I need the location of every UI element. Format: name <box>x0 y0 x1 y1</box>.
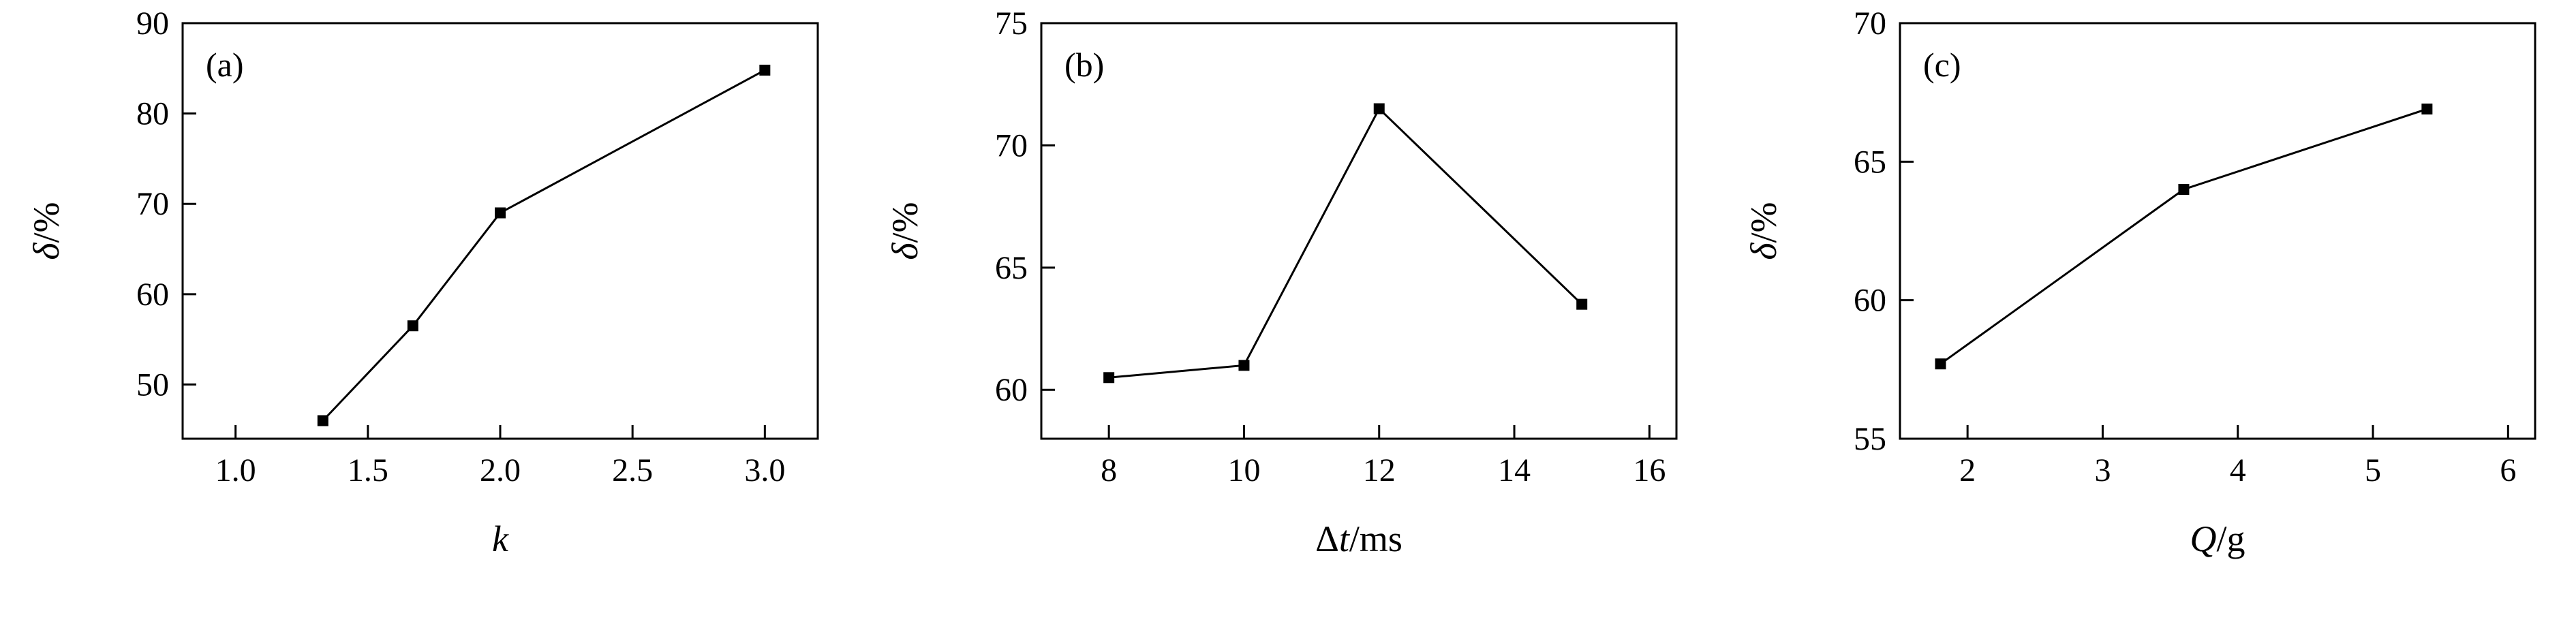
data-point-marker <box>1373 103 1385 114</box>
y-tick-label: 65 <box>995 250 1028 286</box>
x-tick-label: 1.5 <box>348 452 388 488</box>
x-axis-title: Q/g <box>2190 518 2245 559</box>
plot-frame <box>1899 22 2536 440</box>
y-tick-label: 50 <box>136 367 169 403</box>
x-tick-label: 4 <box>2230 452 2246 488</box>
x-tick-label: 8 <box>1101 452 1117 488</box>
x-axis-title: Δt/ms <box>1315 518 1402 559</box>
y-tick-label: 80 <box>136 96 169 132</box>
x-tick-label: 10 <box>1227 452 1260 488</box>
line-chart-b: 8 10 12 14 16 60 65 70 75 (b) Δt/ms δ/% <box>885 5 1678 559</box>
data-point-marker <box>2178 184 2190 195</box>
data-line <box>1109 107 1583 379</box>
x-tick-label: 3.0 <box>744 452 785 488</box>
y-tick-label: 70 <box>995 127 1028 163</box>
data-point-marker <box>495 207 506 219</box>
y-tick-label: 70 <box>1854 5 1886 42</box>
x-tick-label: 6 <box>2500 452 2516 488</box>
data-point-marker <box>1576 298 1588 310</box>
data-line <box>1939 108 2427 365</box>
data-line <box>322 69 766 422</box>
panel-label: (b) <box>1064 46 1104 84</box>
x-tick-label: 16 <box>1633 452 1666 488</box>
x-tick-label: 2 <box>1959 452 1976 488</box>
x-tick-label: 2.5 <box>612 452 653 488</box>
x-tick-label: 12 <box>1363 452 1396 488</box>
line-chart-a: 1.0 1.5 2.0 2.5 3.0 50 60 70 80 90 (a) k δ/% <box>26 5 819 559</box>
y-tick-label: 60 <box>1854 283 1886 319</box>
plot-frame <box>181 22 819 440</box>
data-point-marker <box>1238 360 1250 371</box>
y-axis-title: δ/% <box>885 202 925 260</box>
x-tick-label: 14 <box>1498 452 1531 488</box>
panel-label: (c) <box>1923 46 1961 84</box>
x-tick-label: 3 <box>2094 452 2111 488</box>
chart-panel-b: 8 10 12 14 16 60 65 70 75 (b) Δt/ms δ/% <box>859 0 1717 639</box>
y-tick-label: 60 <box>136 277 169 313</box>
data-point-marker <box>407 320 418 332</box>
y-axis-title: δ/% <box>1743 202 1784 260</box>
y-tick-label: 70 <box>136 186 169 222</box>
chart-panel-c: 2 3 4 5 6 55 60 65 70 (c) Q/g δ/% <box>1717 0 2576 639</box>
y-tick-label: 55 <box>1854 421 1886 457</box>
y-tick-label: 60 <box>995 372 1028 408</box>
x-tick-label: 2.0 <box>480 452 521 488</box>
x-tick-label: 5 <box>2365 452 2381 488</box>
line-chart-c: 2 3 4 5 6 55 60 65 70 (c) Q/g δ/% <box>1743 5 2536 559</box>
data-point-marker <box>1103 372 1115 384</box>
data-point-marker <box>2421 104 2433 115</box>
data-point-marker <box>759 64 771 76</box>
x-axis-title: k <box>492 518 509 559</box>
data-point-marker <box>317 415 328 426</box>
chart-panel-a: 1.0 1.5 2.0 2.5 3.0 50 60 70 80 90 (a) k δ/% <box>0 0 859 639</box>
panel-label: (a) <box>206 46 244 84</box>
y-axis-title: δ/% <box>26 202 67 260</box>
x-tick-label: 1.0 <box>215 452 256 488</box>
y-tick-label: 75 <box>995 5 1028 42</box>
data-point-marker <box>1935 358 1946 370</box>
plot-frame <box>1040 22 1678 440</box>
y-tick-label: 65 <box>1854 144 1886 180</box>
y-tick-label: 90 <box>136 5 169 42</box>
